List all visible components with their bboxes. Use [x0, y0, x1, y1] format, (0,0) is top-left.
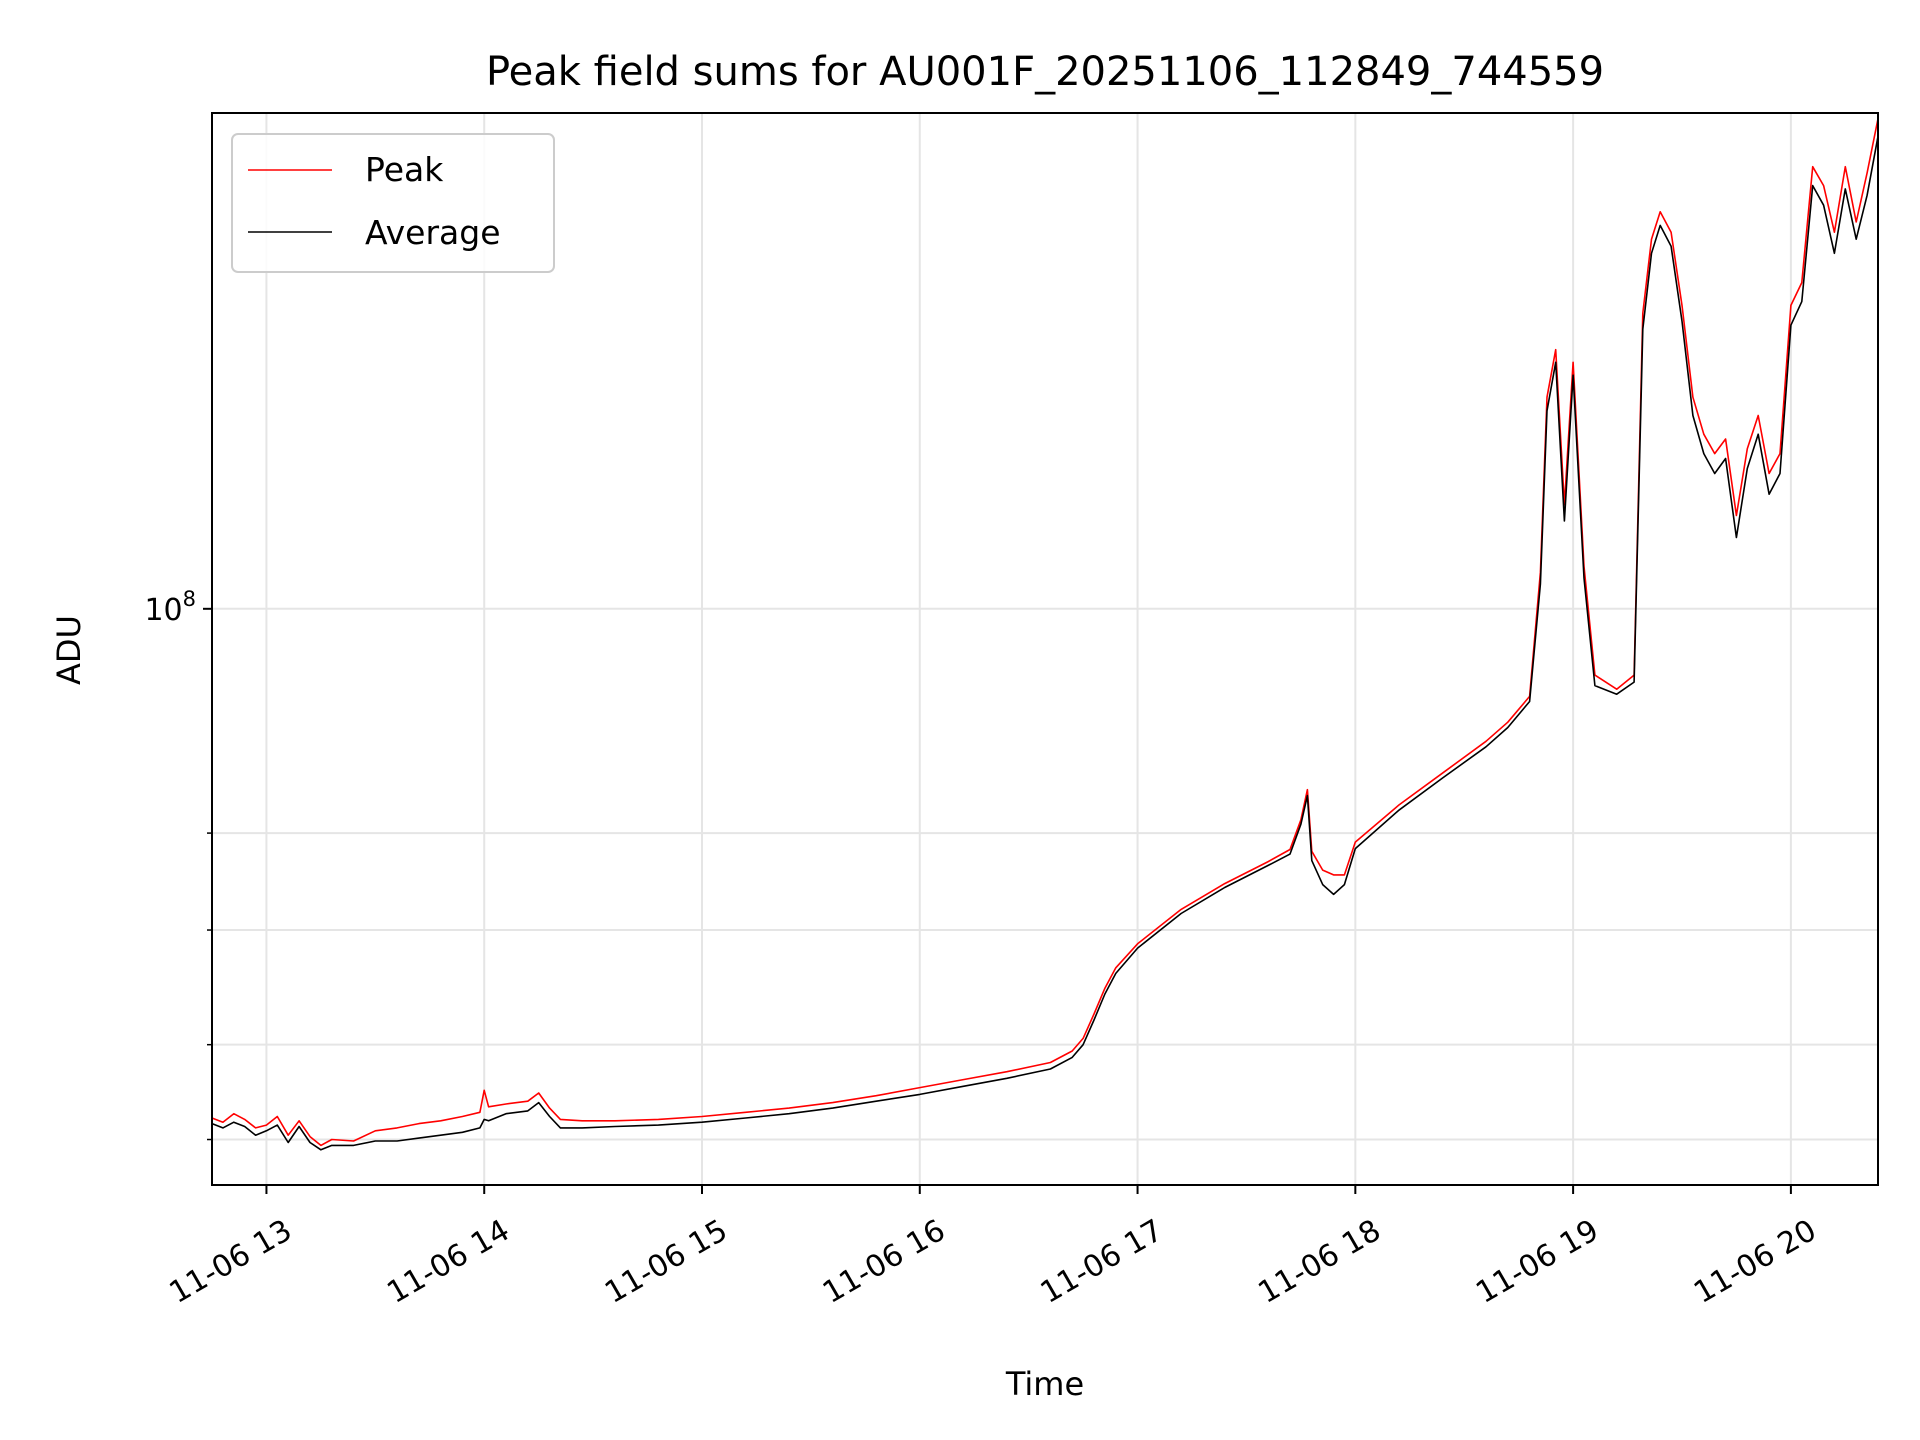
y-tick-label-base: 10: [144, 593, 182, 628]
y-tick-label: 108: [144, 587, 196, 628]
y-tick-label-exponent: 8: [183, 587, 196, 611]
y-axis-label: ADU: [50, 615, 88, 685]
plot-frame: [211, 112, 1879, 1186]
legend-peak-label: Peak: [365, 150, 444, 189]
grid: [212, 113, 1878, 1185]
chart-title: Peak field sums for AU001F_20251106_1128…: [486, 49, 1604, 95]
legend-box: [231, 133, 555, 273]
legend: Peak Average: [231, 133, 555, 273]
series-layer: [211, 118, 1879, 1151]
x-axis-label: Time: [1005, 1365, 1084, 1403]
series-line-peak: [211, 118, 1879, 1147]
legend-average-label: Average: [365, 213, 501, 252]
series-line-average: [211, 136, 1879, 1151]
